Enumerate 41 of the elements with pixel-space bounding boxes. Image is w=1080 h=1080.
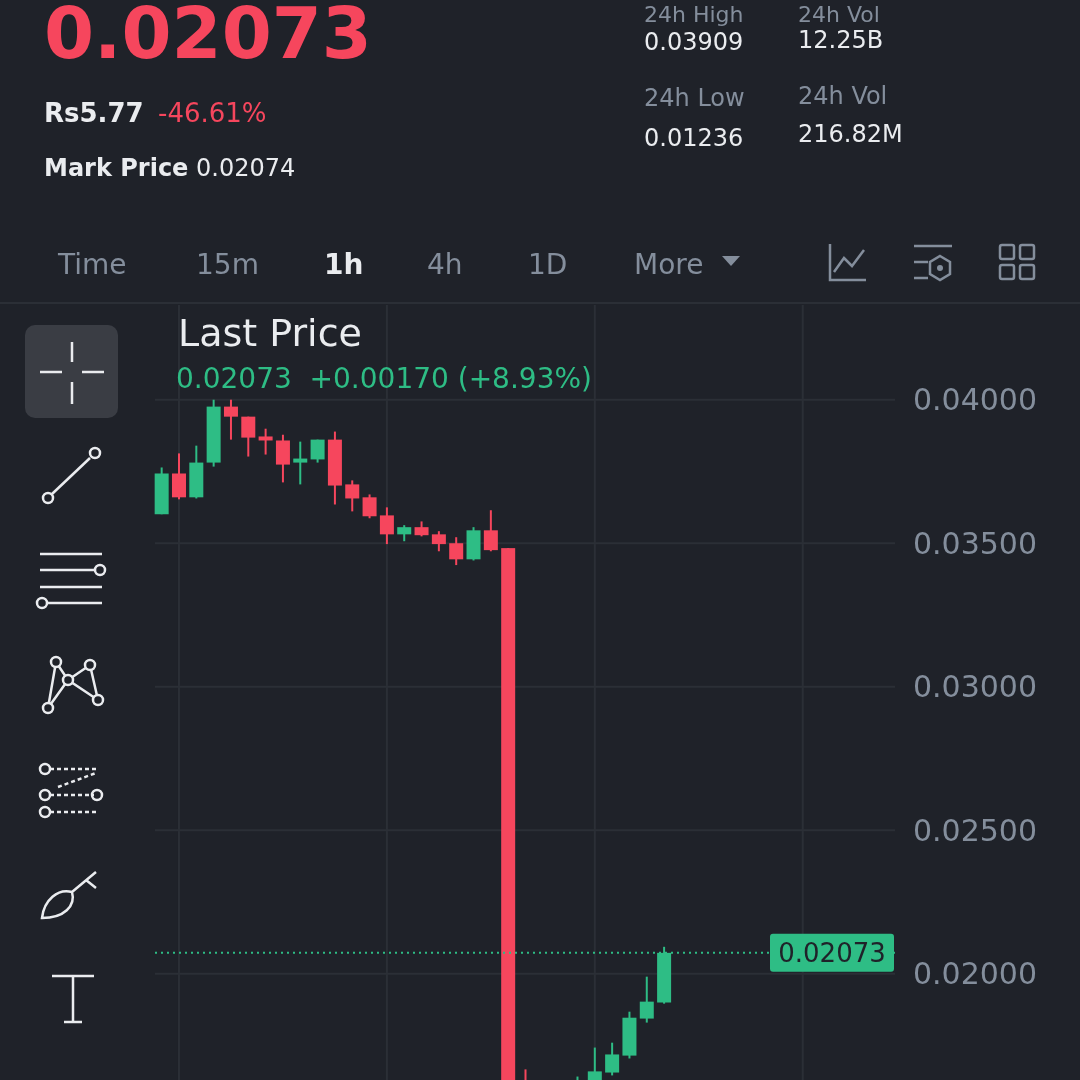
text: 1D xyxy=(528,248,568,281)
candlestick xyxy=(293,440,308,486)
text: 24h Vol xyxy=(798,2,880,27)
candlestick xyxy=(171,452,186,501)
candlestick xyxy=(431,530,446,553)
text: 0.01236 xyxy=(644,124,744,152)
y-tick-label: 0.02500 xyxy=(912,812,1038,848)
candlestick xyxy=(241,415,256,458)
text: 0.03909 xyxy=(644,28,744,56)
text: 216.82M xyxy=(798,120,903,148)
chart-title: Last Price xyxy=(178,311,362,355)
candlestick xyxy=(483,509,498,553)
y-tick-label: 0.03000 xyxy=(912,669,1038,705)
text: 12.25B xyxy=(798,26,884,54)
candlestick xyxy=(605,1041,620,1077)
candlestick xyxy=(258,427,273,456)
text: 24h Low xyxy=(644,84,745,112)
candlestick xyxy=(639,975,654,1024)
text: 24h Vol xyxy=(798,82,888,110)
candlestick xyxy=(362,493,377,520)
text: -46.61% xyxy=(158,98,267,128)
text: 1h xyxy=(324,248,364,281)
y-tick-label: 0.04000 xyxy=(912,382,1038,418)
text: 0.02074 xyxy=(196,154,296,182)
text: 15m xyxy=(196,248,259,281)
text: 24h High xyxy=(644,2,744,27)
y-tick-label: 0.02000 xyxy=(912,956,1038,992)
text: 0.02073 +0.00170 (+8.93%) xyxy=(176,362,592,395)
candlestick xyxy=(587,1046,602,1080)
y-tick-label: 0.03500 xyxy=(912,525,1038,561)
text: More xyxy=(634,248,704,281)
text: Mark Price xyxy=(44,154,189,182)
candlestick xyxy=(223,398,238,441)
text: 0.02073 xyxy=(44,0,372,75)
candlestick xyxy=(345,479,360,513)
candlestick xyxy=(379,506,394,546)
text: Time xyxy=(57,248,127,281)
text: 4h xyxy=(427,248,463,281)
candlestick xyxy=(449,536,464,567)
text: Rs5.77 xyxy=(44,98,144,128)
ref-line-label: 0.02073 xyxy=(778,937,886,968)
